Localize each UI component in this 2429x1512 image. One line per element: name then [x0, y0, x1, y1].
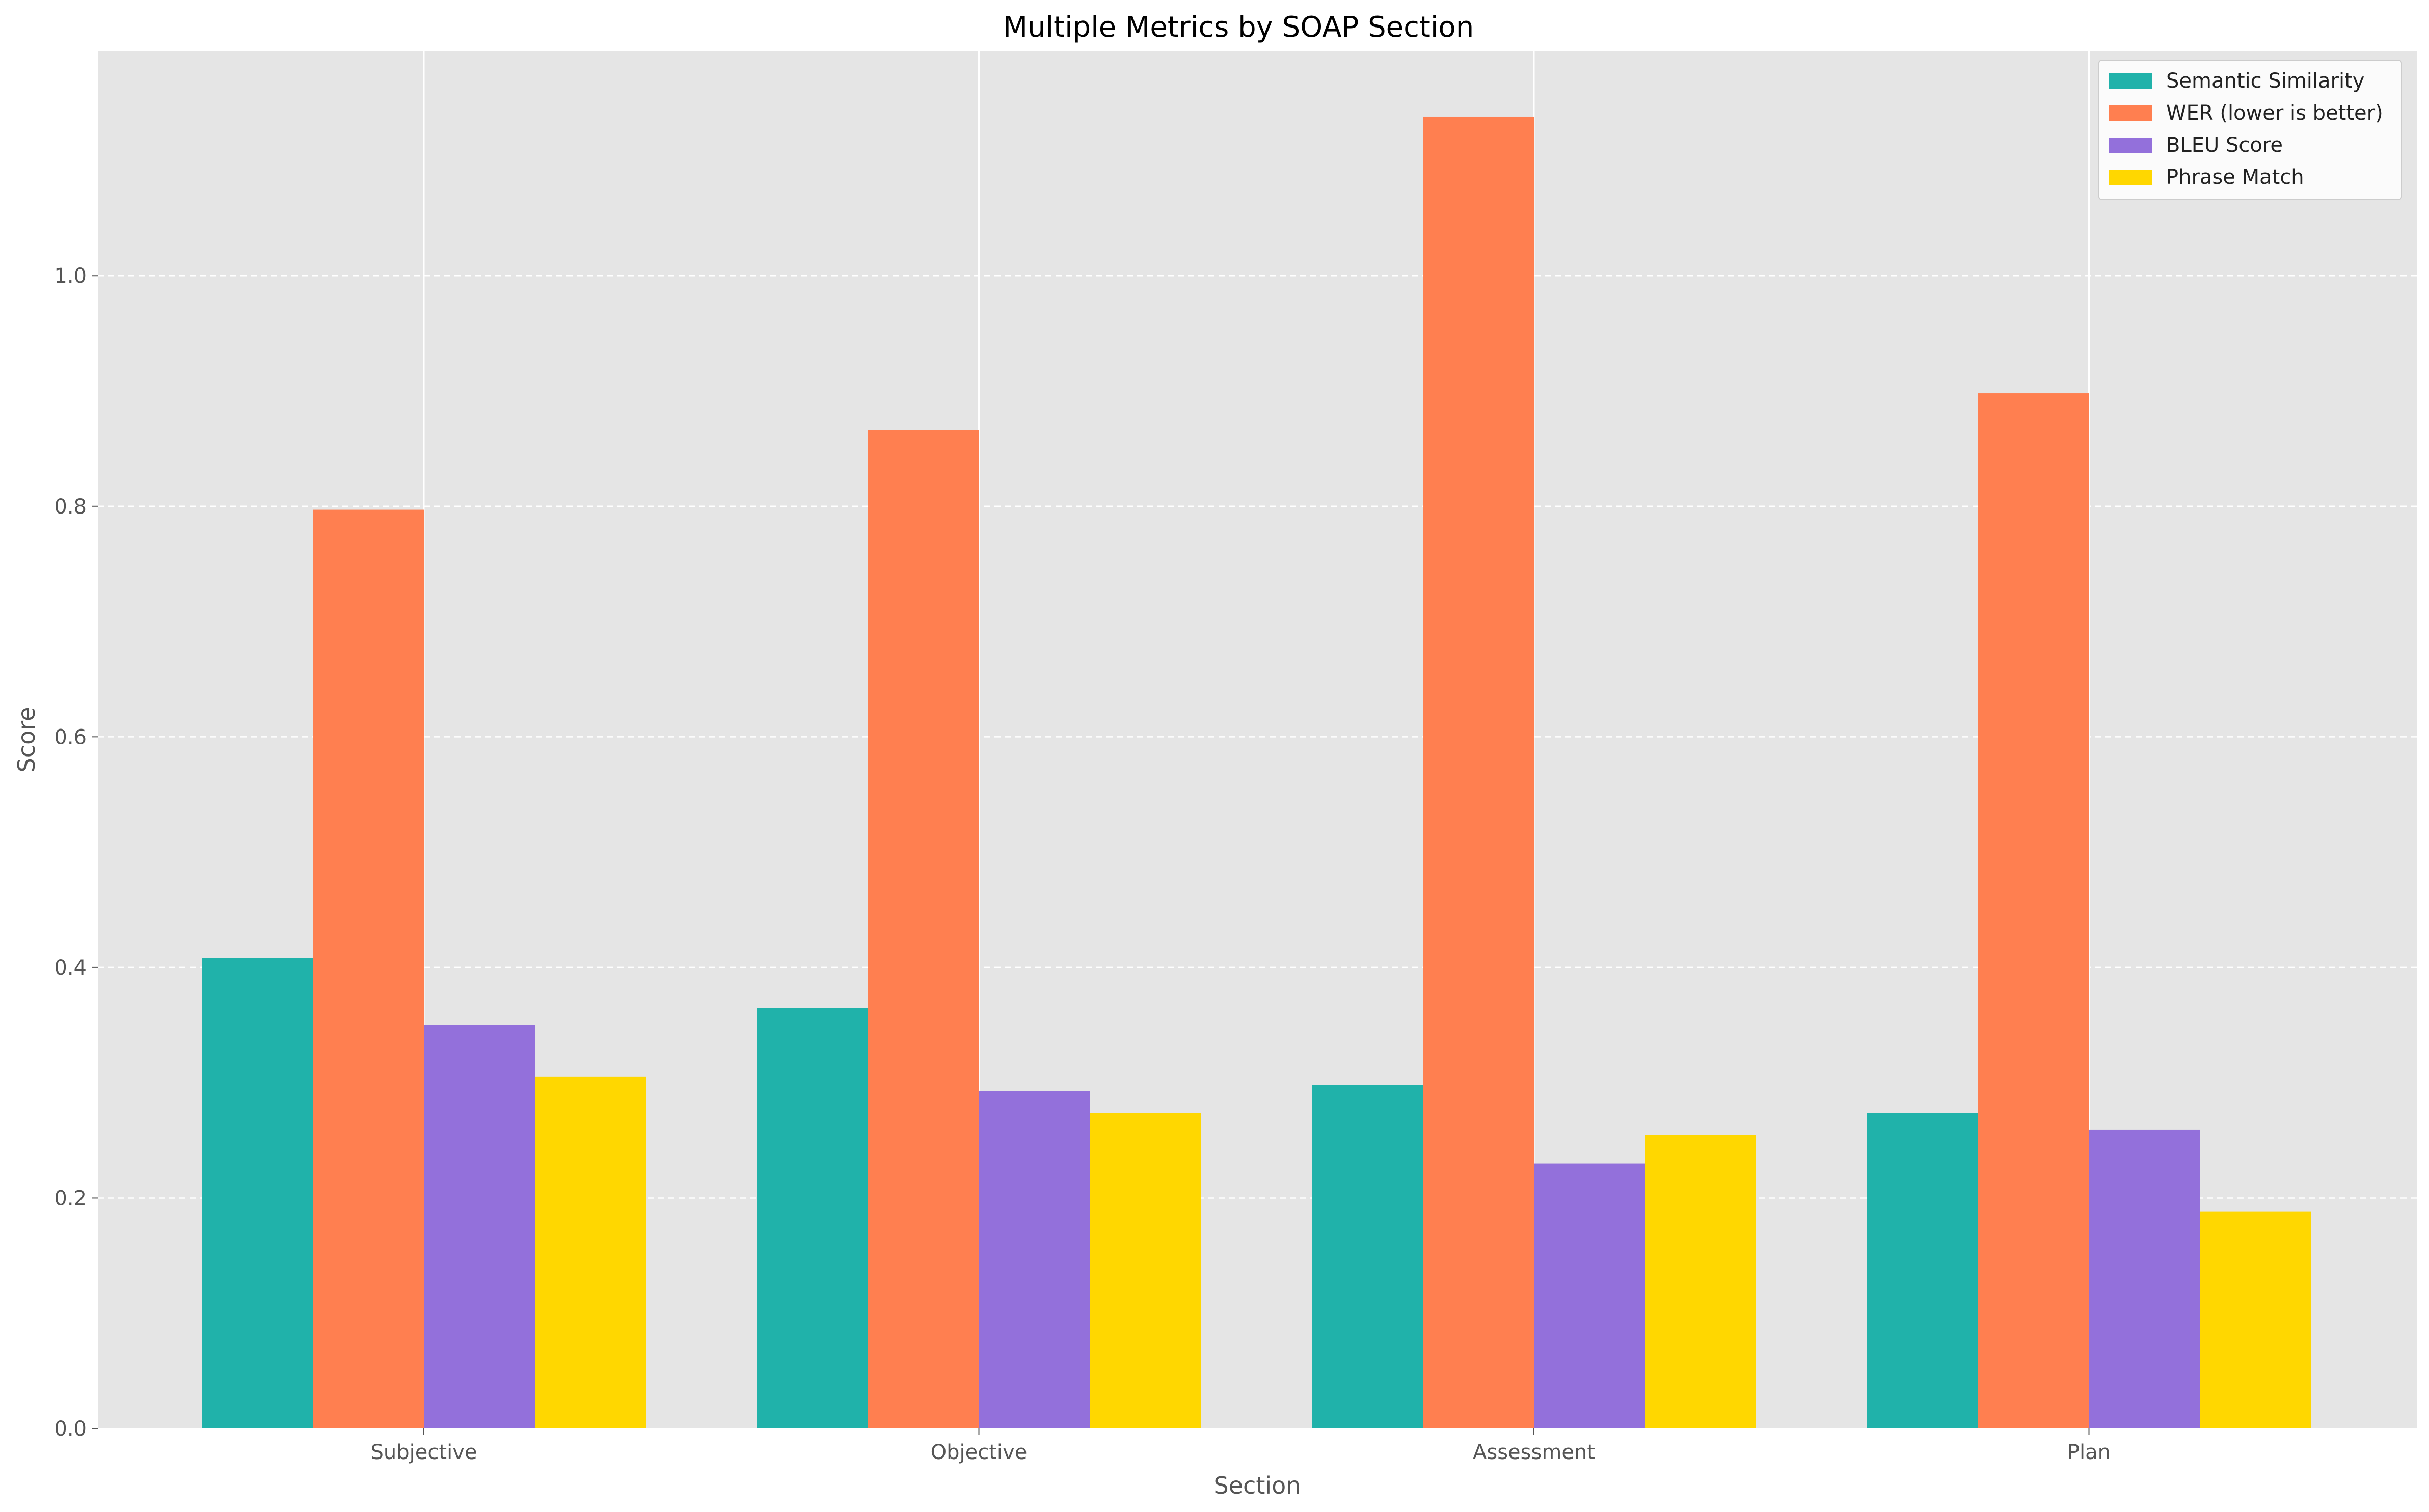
x-tick-label: Objective — [931, 1441, 1028, 1464]
bar — [1978, 393, 2089, 1428]
bar — [1867, 1113, 1978, 1428]
y-tick-label: 1.0 — [54, 264, 87, 288]
legend: Semantic Similarity WER (lower is better)… — [2098, 60, 2402, 200]
x-tick-label: Plan — [2067, 1441, 2111, 1464]
x-axis-ticks: Subjective Objective Assessment Plan — [371, 1428, 2111, 1464]
bar — [1090, 1113, 1201, 1428]
legend-swatch — [2109, 138, 2152, 153]
bar — [1645, 1134, 1756, 1428]
bar — [1312, 1085, 1423, 1428]
y-axis-label: Score — [13, 707, 40, 773]
y-tick-label: 0.4 — [54, 956, 87, 980]
x-tick-label: Subjective — [371, 1441, 477, 1464]
bar — [2200, 1211, 2311, 1428]
legend-swatch — [2109, 73, 2152, 89]
y-tick-label: 0.0 — [54, 1417, 87, 1441]
y-tick-label: 0.6 — [54, 725, 87, 749]
bar — [757, 1008, 868, 1428]
y-tick-label: 0.8 — [54, 495, 87, 519]
y-tick-label: 0.2 — [54, 1186, 87, 1210]
legend-label: BLEU Score — [2166, 133, 2283, 157]
bar — [202, 958, 313, 1428]
x-tick-label: Assessment — [1473, 1441, 1595, 1464]
x-axis-label: Section — [1214, 1472, 1301, 1499]
bars — [202, 116, 2311, 1429]
legend-swatch — [2109, 170, 2152, 185]
bar — [1423, 116, 1534, 1429]
bar — [424, 1025, 535, 1428]
legend-label: WER (lower is better) — [2166, 101, 2383, 125]
bar — [1534, 1163, 1645, 1428]
bar — [979, 1091, 1090, 1428]
y-axis-ticks: 0.0 0.2 0.4 0.6 0.8 1.0 — [54, 264, 98, 1441]
bar — [535, 1076, 646, 1428]
bar — [868, 430, 979, 1429]
legend-label: Semantic Similarity — [2166, 69, 2364, 93]
legend-box — [2098, 60, 2402, 200]
bar — [313, 509, 424, 1428]
bar — [2089, 1129, 2200, 1428]
legend-label: Phrase Match — [2166, 166, 2304, 189]
chart-title: Multiple Metrics by SOAP Section — [1003, 11, 1474, 44]
legend-swatch — [2109, 105, 2152, 121]
